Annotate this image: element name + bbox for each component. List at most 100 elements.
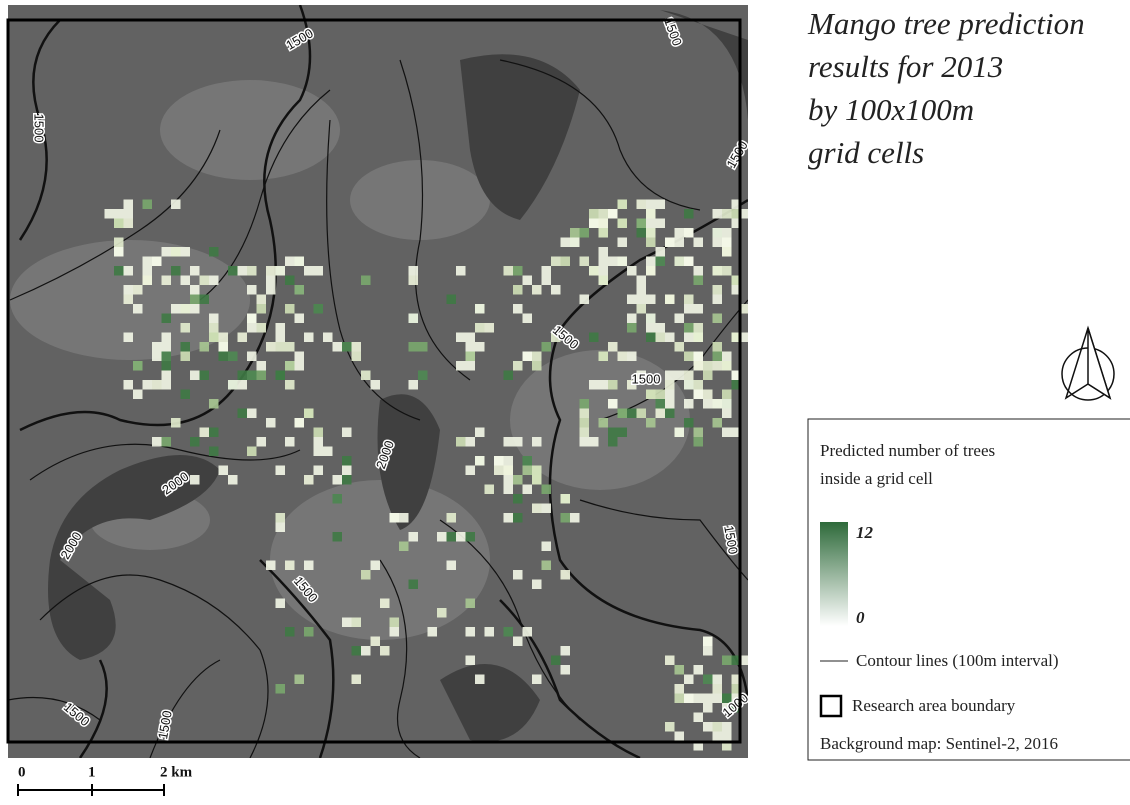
grid-cell — [485, 485, 495, 495]
grid-cell — [513, 361, 523, 371]
grid-cell — [675, 732, 685, 742]
grid-cell — [532, 580, 542, 590]
grid-cell — [266, 561, 276, 571]
grid-cell — [713, 399, 723, 409]
grid-cell — [646, 238, 656, 248]
grid-cell — [342, 466, 352, 476]
grid-cell — [618, 428, 628, 438]
grid-cell — [314, 428, 324, 438]
grid-cell — [694, 304, 704, 314]
grid-cell — [580, 409, 590, 419]
grid-cell — [713, 342, 723, 352]
grid-cell — [114, 247, 124, 257]
grid-cell — [675, 314, 685, 324]
grid-cell — [276, 266, 286, 276]
grid-cell — [580, 257, 590, 267]
grid-cell — [181, 304, 191, 314]
grid-cell — [228, 475, 238, 485]
grid-cell — [200, 295, 210, 305]
grid-cell — [618, 257, 628, 267]
grid-cell — [143, 276, 153, 286]
grid-cell — [599, 380, 609, 390]
grid-cell — [209, 276, 219, 286]
grid-cell — [694, 361, 704, 371]
grid-cell — [466, 532, 476, 542]
grid-cell — [703, 703, 713, 713]
grid-cell — [741, 209, 751, 219]
grid-cell — [238, 333, 248, 343]
grid-cell — [304, 627, 314, 637]
grid-cell — [523, 466, 533, 476]
grid-cell — [124, 200, 134, 210]
grid-cell — [466, 342, 476, 352]
grid-cell — [637, 200, 647, 210]
grid-cell — [380, 599, 390, 609]
grid-cell — [485, 627, 495, 637]
grid-cell — [675, 257, 685, 267]
grid-cell — [618, 409, 628, 419]
grid-cell — [646, 228, 656, 238]
grid-cell — [342, 456, 352, 466]
grid-cell — [713, 352, 723, 362]
grid-cell — [703, 637, 713, 647]
grid-cell — [627, 295, 637, 305]
grid-cell — [456, 333, 466, 343]
grid-cell — [684, 228, 694, 238]
grid-cell — [532, 285, 542, 295]
grid-cell — [200, 342, 210, 352]
grid-cell — [694, 428, 704, 438]
grid-cell — [684, 323, 694, 333]
grid-cell — [713, 694, 723, 704]
grid-cell — [618, 238, 628, 248]
grid-cell — [608, 399, 618, 409]
grid-cell — [304, 266, 314, 276]
grid-cell — [114, 209, 124, 219]
grid-cell — [390, 627, 400, 637]
legend-boundary: Research area boundary — [852, 696, 1016, 715]
grid-cell — [722, 228, 732, 238]
grid-cell — [722, 247, 732, 257]
grid-cell — [285, 561, 295, 571]
grid-cell — [523, 485, 533, 495]
grid-cell — [238, 409, 248, 419]
grid-cell — [181, 352, 191, 362]
grid-cell — [675, 342, 685, 352]
grid-cell — [504, 437, 514, 447]
grid-cell — [703, 646, 713, 656]
grid-cell — [475, 456, 485, 466]
grid-cell — [247, 371, 257, 381]
grid-cell — [627, 323, 637, 333]
grid-cell — [295, 361, 305, 371]
grid-cell — [200, 428, 210, 438]
grid-cell — [656, 409, 666, 419]
grid-cell — [684, 694, 694, 704]
legend-title: inside a grid cell — [820, 469, 933, 488]
grid-cell — [722, 209, 732, 219]
grid-cell — [694, 276, 704, 286]
grid-cell — [181, 276, 191, 286]
title: Mango tree prediction results for 2013 b… — [807, 6, 1085, 170]
grid-cell — [390, 618, 400, 628]
grid-cell — [694, 437, 704, 447]
grid-cell — [447, 532, 457, 542]
grid-cell — [637, 295, 647, 305]
grid-cell — [399, 513, 409, 523]
grid-cell — [665, 722, 675, 732]
grid-cell — [608, 257, 618, 267]
grid-cell — [713, 361, 723, 371]
grid-cell — [228, 380, 238, 390]
grid-cell — [656, 247, 666, 257]
grid-cell — [437, 532, 447, 542]
grid-cell — [466, 352, 476, 362]
grid-cell — [409, 276, 419, 286]
grid-cell — [561, 238, 571, 248]
scale-label: 0 — [18, 764, 26, 780]
grid-cell — [276, 371, 286, 381]
grid-cell — [447, 513, 457, 523]
grid-cell — [171, 200, 181, 210]
grid-cell — [342, 475, 352, 485]
legend-max: 12 — [856, 523, 874, 542]
grid-cell — [532, 504, 542, 514]
grid-cell — [646, 418, 656, 428]
grid-cell — [418, 371, 428, 381]
